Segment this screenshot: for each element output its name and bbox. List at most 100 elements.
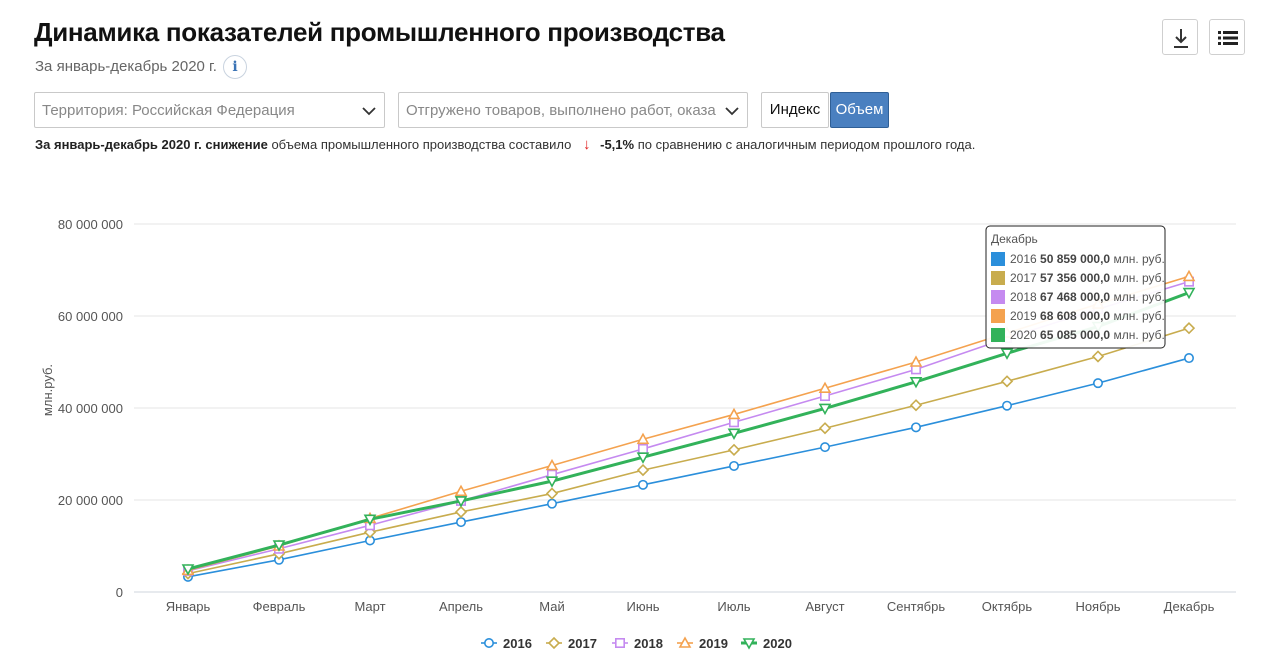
tooltip-unit: млн. руб. <box>1110 309 1165 323</box>
summary-text: За январь-декабрь 2020 г. снижение объем… <box>35 136 975 153</box>
data-point-2020 <box>1000 348 1014 360</box>
x-tick-label: Июнь <box>626 599 659 614</box>
series-line-2016 <box>187 357 1190 578</box>
tooltip-unit: млн. руб. <box>1110 252 1165 266</box>
chart-menu-button[interactable] <box>1209 19 1245 55</box>
legend-item-2018[interactable]: 2018 <box>612 636 663 651</box>
tooltip-year: 2019 <box>1010 309 1040 323</box>
tooltip-unit: млн. руб. <box>1110 328 1165 342</box>
x-tick-label: Июль <box>717 599 750 614</box>
legend-label: 2016 <box>503 636 532 651</box>
data-point-2017 <box>727 443 741 456</box>
tooltip-row: 2017 57 356 000,0 млн. руб. <box>1010 271 1165 285</box>
data-point-2016 <box>546 498 557 509</box>
data-point-2020 <box>636 452 650 464</box>
legend-item-2019[interactable]: 2019 <box>677 636 728 651</box>
tooltip-value: 50 859 000,0 <box>1040 252 1110 266</box>
legend-item-2020[interactable]: 2020 <box>741 636 792 651</box>
data-point-2017 <box>454 505 468 519</box>
indicator-select-value: Отгружено товаров, выполнено работ, оказ… <box>406 102 716 119</box>
summary-body: объема промышленного производства состав… <box>271 137 572 152</box>
data-point-2016 <box>1001 400 1012 411</box>
data-point-2017 <box>1182 322 1196 335</box>
legend-label: 2018 <box>634 636 663 651</box>
tooltip-box <box>985 225 1166 349</box>
tooltip-value: 65 085 000,0 <box>1040 328 1110 342</box>
tooltip-value: 57 356 000,0 <box>1040 271 1110 285</box>
tooltip-row: 2019 68 608 000,0 млн. руб. <box>1010 309 1165 323</box>
legend-marker <box>547 636 561 650</box>
chevron-down-icon <box>362 107 376 116</box>
data-point-2016 <box>728 460 739 471</box>
data-point-2017 <box>636 463 650 477</box>
download-button[interactable] <box>1162 19 1198 55</box>
x-tick-label: Сентябрь <box>887 599 945 614</box>
data-point-2016 <box>819 442 830 453</box>
data-point-2020 <box>545 476 559 488</box>
page-title: Динамика показателей промышленного произ… <box>34 17 725 47</box>
x-tick-label: Апрель <box>439 599 483 614</box>
summary-bold-prefix: За январь-декабрь 2020 г. снижение <box>35 137 268 152</box>
series-line-2017 <box>187 327 1190 575</box>
series-2016 <box>183 353 1195 582</box>
tooltip-month: Декабрь <box>991 232 1038 246</box>
territory-select[interactable]: Территория: Российская Федерация <box>34 92 385 128</box>
x-tick-label: Декабрь <box>1164 599 1215 614</box>
tooltip-swatch <box>991 271 1005 285</box>
y-tick-label: 20 000 000 <box>58 493 123 508</box>
data-point-2017 <box>1091 350 1105 363</box>
x-tick-label: Февраль <box>253 599 306 614</box>
tooltip-unit: млн. руб. <box>1110 271 1165 285</box>
x-tick-label: Август <box>805 599 844 614</box>
tooltip-unit: млн. руб. <box>1110 290 1165 304</box>
legend-item-2017[interactable]: 2017 <box>546 636 597 651</box>
legend-label: 2017 <box>568 636 597 651</box>
summary-suffix: по сравнению с аналогичным периодом прош… <box>637 137 976 152</box>
series-line-2020 <box>187 291 1190 571</box>
data-point-2020 <box>272 540 286 552</box>
data-point-2016 <box>637 479 648 490</box>
tooltip-year: 2018 <box>1010 290 1040 304</box>
period-subtitle: За январь-декабрь 2020 г. <box>35 58 217 75</box>
summary-value: -5,1% <box>600 137 635 152</box>
data-point-2019 <box>454 484 468 497</box>
data-point-2020 <box>181 564 195 576</box>
data-point-2016 <box>1093 378 1104 389</box>
x-tick-label: Октябрь <box>982 599 1033 614</box>
legend-marker <box>742 638 756 650</box>
tooltip-value: 68 608 000,0 <box>1040 309 1110 323</box>
data-point-2017 <box>818 422 832 435</box>
data-point-2019 <box>1182 269 1196 282</box>
y-tick-label: 80 000 000 <box>58 217 123 232</box>
data-point-2017 <box>909 399 923 412</box>
tooltip-value: 67 468 000,0 <box>1040 290 1110 304</box>
tooltip-swatch <box>991 328 1005 342</box>
tooltip-swatch <box>991 252 1005 266</box>
data-point-2017 <box>545 487 559 500</box>
data-point-2020 <box>363 514 377 526</box>
tooltip-year: 2020 <box>1010 328 1040 342</box>
data-point-2019 <box>727 407 741 420</box>
data-point-2016 <box>455 517 466 528</box>
index-toggle-button[interactable]: Индекс <box>761 92 829 128</box>
legend-label: 2020 <box>763 636 792 651</box>
legend-marker <box>614 637 625 648</box>
data-point-2020 <box>727 428 741 440</box>
data-point-2019 <box>545 458 559 471</box>
tooltip-swatch <box>991 309 1005 323</box>
x-tick-label: Январь <box>166 599 211 614</box>
data-point-2020 <box>909 376 923 389</box>
territory-select-value: Территория: Российская Федерация <box>42 102 295 119</box>
data-point-2016 <box>1184 353 1195 364</box>
x-tick-label: Май <box>539 599 564 614</box>
tooltip-year: 2017 <box>1010 271 1040 285</box>
info-icon[interactable]: i <box>223 55 247 79</box>
indicator-select[interactable]: Отгружено товаров, выполнено работ, оказ… <box>398 92 748 128</box>
legend-label: 2019 <box>699 636 728 651</box>
data-point-2018 <box>819 391 830 402</box>
volume-toggle-button[interactable]: Объем <box>830 92 889 128</box>
legend-item-2016[interactable]: 2016 <box>481 636 532 651</box>
data-point-2020 <box>454 496 468 508</box>
